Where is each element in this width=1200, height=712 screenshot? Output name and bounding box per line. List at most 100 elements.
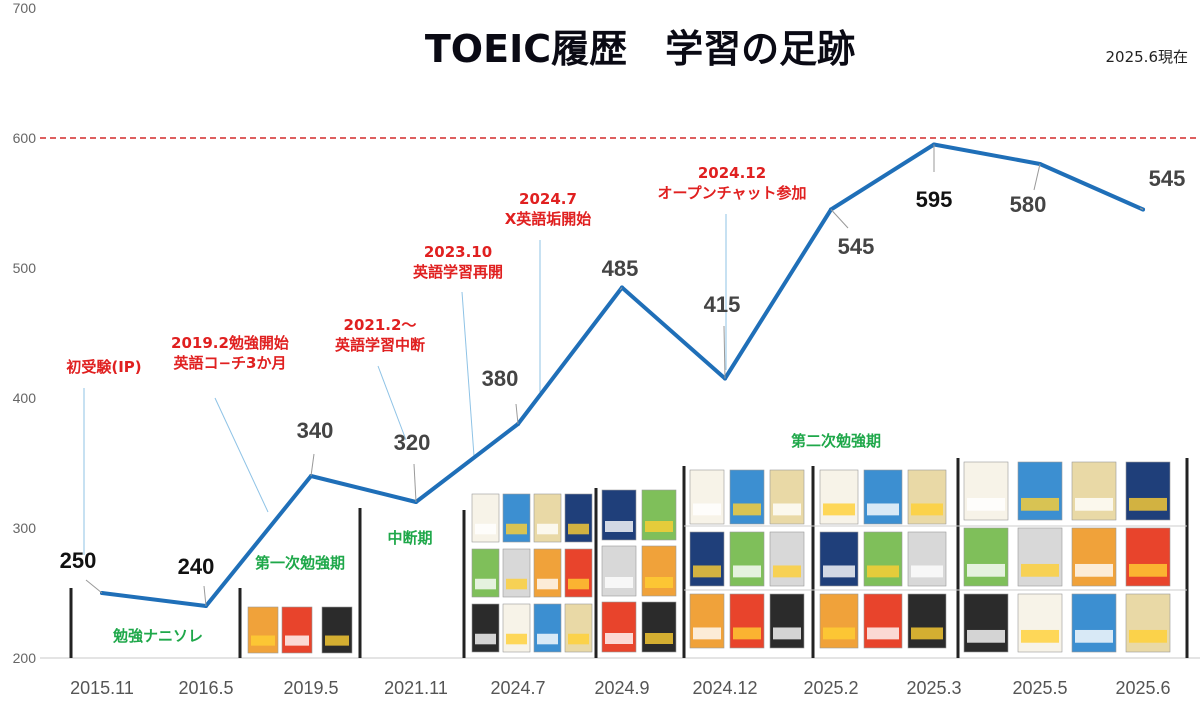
book-cover-band: [967, 497, 1005, 511]
x-tick-label: 2024.12: [692, 678, 757, 698]
data-label-leader: [85, 579, 103, 594]
book-cover-icon: [502, 548, 531, 598]
event-annotation-line: 英語学習中断: [335, 336, 425, 354]
book-cover-band: [506, 578, 527, 590]
book-cover-icon: [1071, 527, 1117, 587]
phase-labels: 勉強ナニソレ 第一次勉強期 中断期 第二次勉強期: [112, 432, 881, 645]
y-tick-label: 600: [13, 130, 37, 146]
book-cover-band: [773, 565, 801, 578]
data-label-leader: [1139, 207, 1144, 210]
book-cover-icon: [863, 469, 903, 525]
book-cover-band: [605, 577, 633, 588]
book-cover-band: [967, 563, 1005, 577]
book-cover-icon: [601, 489, 637, 541]
book-cover-band: [867, 565, 899, 578]
book-cover-band: [911, 627, 943, 640]
book-cover-icon: [1125, 461, 1171, 521]
event-annotation: 2021.2～ 英語学習中断: [335, 316, 425, 354]
data-label-leader: [310, 453, 315, 477]
data-label: 545: [838, 234, 875, 259]
book-cover-icon: [533, 603, 562, 653]
book-cover-icon: [729, 531, 765, 587]
event-annotation: 2019.2勉強開始英語コ−チ3か月: [171, 334, 289, 372]
book-cover-icon: [769, 531, 805, 587]
book-cover-icon: [1125, 527, 1171, 587]
x-tick-label: 2025.3: [906, 678, 961, 698]
y-tick-label: 300: [13, 520, 37, 536]
data-label-leader: [619, 287, 623, 291]
book-cover-band: [605, 633, 633, 644]
event-labels: 初受験(IP) 2019.2勉強開始英語コ−チ3か月 2021.2～英語学習中断 20…: [66, 164, 806, 376]
event-annotation: 2024.7 X英語垢開始: [505, 190, 592, 228]
event-annotation-line: 2024.12: [698, 164, 766, 182]
book-cover-icon: [863, 593, 903, 649]
book-cover-icon: [1071, 593, 1117, 653]
book-cover-icon: [502, 603, 531, 653]
y-tick-label: 200: [13, 650, 37, 666]
event-callout-line: [461, 291, 475, 457]
book-cover-band: [645, 521, 673, 532]
book-cover-icon: [281, 606, 313, 654]
book-cover-band: [911, 503, 943, 516]
book-cover-icon: [471, 548, 500, 598]
book-cover-band: [823, 503, 855, 516]
book-cover-band: [537, 578, 558, 590]
book-cover-band: [773, 627, 801, 640]
book-cover-band: [693, 503, 721, 516]
book-cover-icon: [907, 531, 947, 587]
book-cover-band: [1075, 497, 1113, 511]
data-label-leader: [830, 209, 849, 229]
data-label-leader: [413, 463, 417, 503]
data-label: 415: [704, 292, 741, 317]
book-cover-band: [475, 523, 496, 535]
data-label: 580: [1010, 192, 1047, 217]
book-cover-band: [1075, 629, 1113, 643]
book-cover-icon: [907, 593, 947, 649]
data-label: 595: [916, 187, 953, 212]
book-cover-band: [1021, 497, 1059, 511]
book-cover-band: [645, 633, 673, 644]
book-cover-band: [506, 633, 527, 645]
x-tick-label: 2025.2: [803, 678, 858, 698]
book-cover-icon: [819, 593, 859, 649]
x-tick-label: 2021.11: [384, 678, 448, 698]
event-annotation-line: X英語垢開始: [505, 210, 592, 228]
book-cover-band: [1129, 563, 1167, 577]
book-cover-icon: [564, 493, 593, 543]
book-cover-icon: [1071, 461, 1117, 521]
book-cover-band: [733, 627, 761, 640]
book-cover-band: [693, 565, 721, 578]
book-cover-band: [1075, 563, 1113, 577]
data-label: 320: [394, 430, 431, 455]
x-tick-label: 2024.9: [594, 678, 649, 698]
date-note: 2025.6現在: [1106, 48, 1189, 66]
data-label: 250: [60, 548, 97, 573]
book-cover-icon: [863, 531, 903, 587]
book-cover-band: [693, 627, 721, 640]
event-annotation-line: 初受験(IP): [66, 358, 141, 376]
book-cover-band: [1129, 497, 1167, 511]
book-cover-icon: [247, 606, 279, 654]
book-cover-band: [645, 577, 673, 588]
book-cover-band: [867, 503, 899, 516]
event-callout-line: [377, 365, 407, 441]
book-cover-icon: [564, 603, 593, 653]
book-cover-icon: [769, 593, 805, 649]
book-cover-band: [773, 503, 801, 516]
book-cover-icon: [601, 601, 637, 653]
data-label: 485: [602, 256, 639, 281]
book-cover-icon: [963, 461, 1009, 521]
book-cover-band: [605, 521, 633, 532]
y-tick-label: 400: [13, 390, 37, 406]
phase-label: 第二次勉強期: [791, 432, 881, 450]
x-tick-label: 2025.5: [1012, 678, 1067, 698]
book-cover-band: [285, 635, 309, 646]
book-cover-icon: [502, 493, 531, 543]
y-tick-label: 700: [13, 0, 37, 16]
book-cover-icon: [689, 593, 725, 649]
event-annotation-line: 英語学習再開: [413, 263, 503, 281]
book-cover-icon: [907, 469, 947, 525]
event-annotation-line: 2019.2勉強開始: [171, 334, 289, 352]
book-cover-band: [506, 523, 527, 535]
book-cover-icon: [819, 469, 859, 525]
